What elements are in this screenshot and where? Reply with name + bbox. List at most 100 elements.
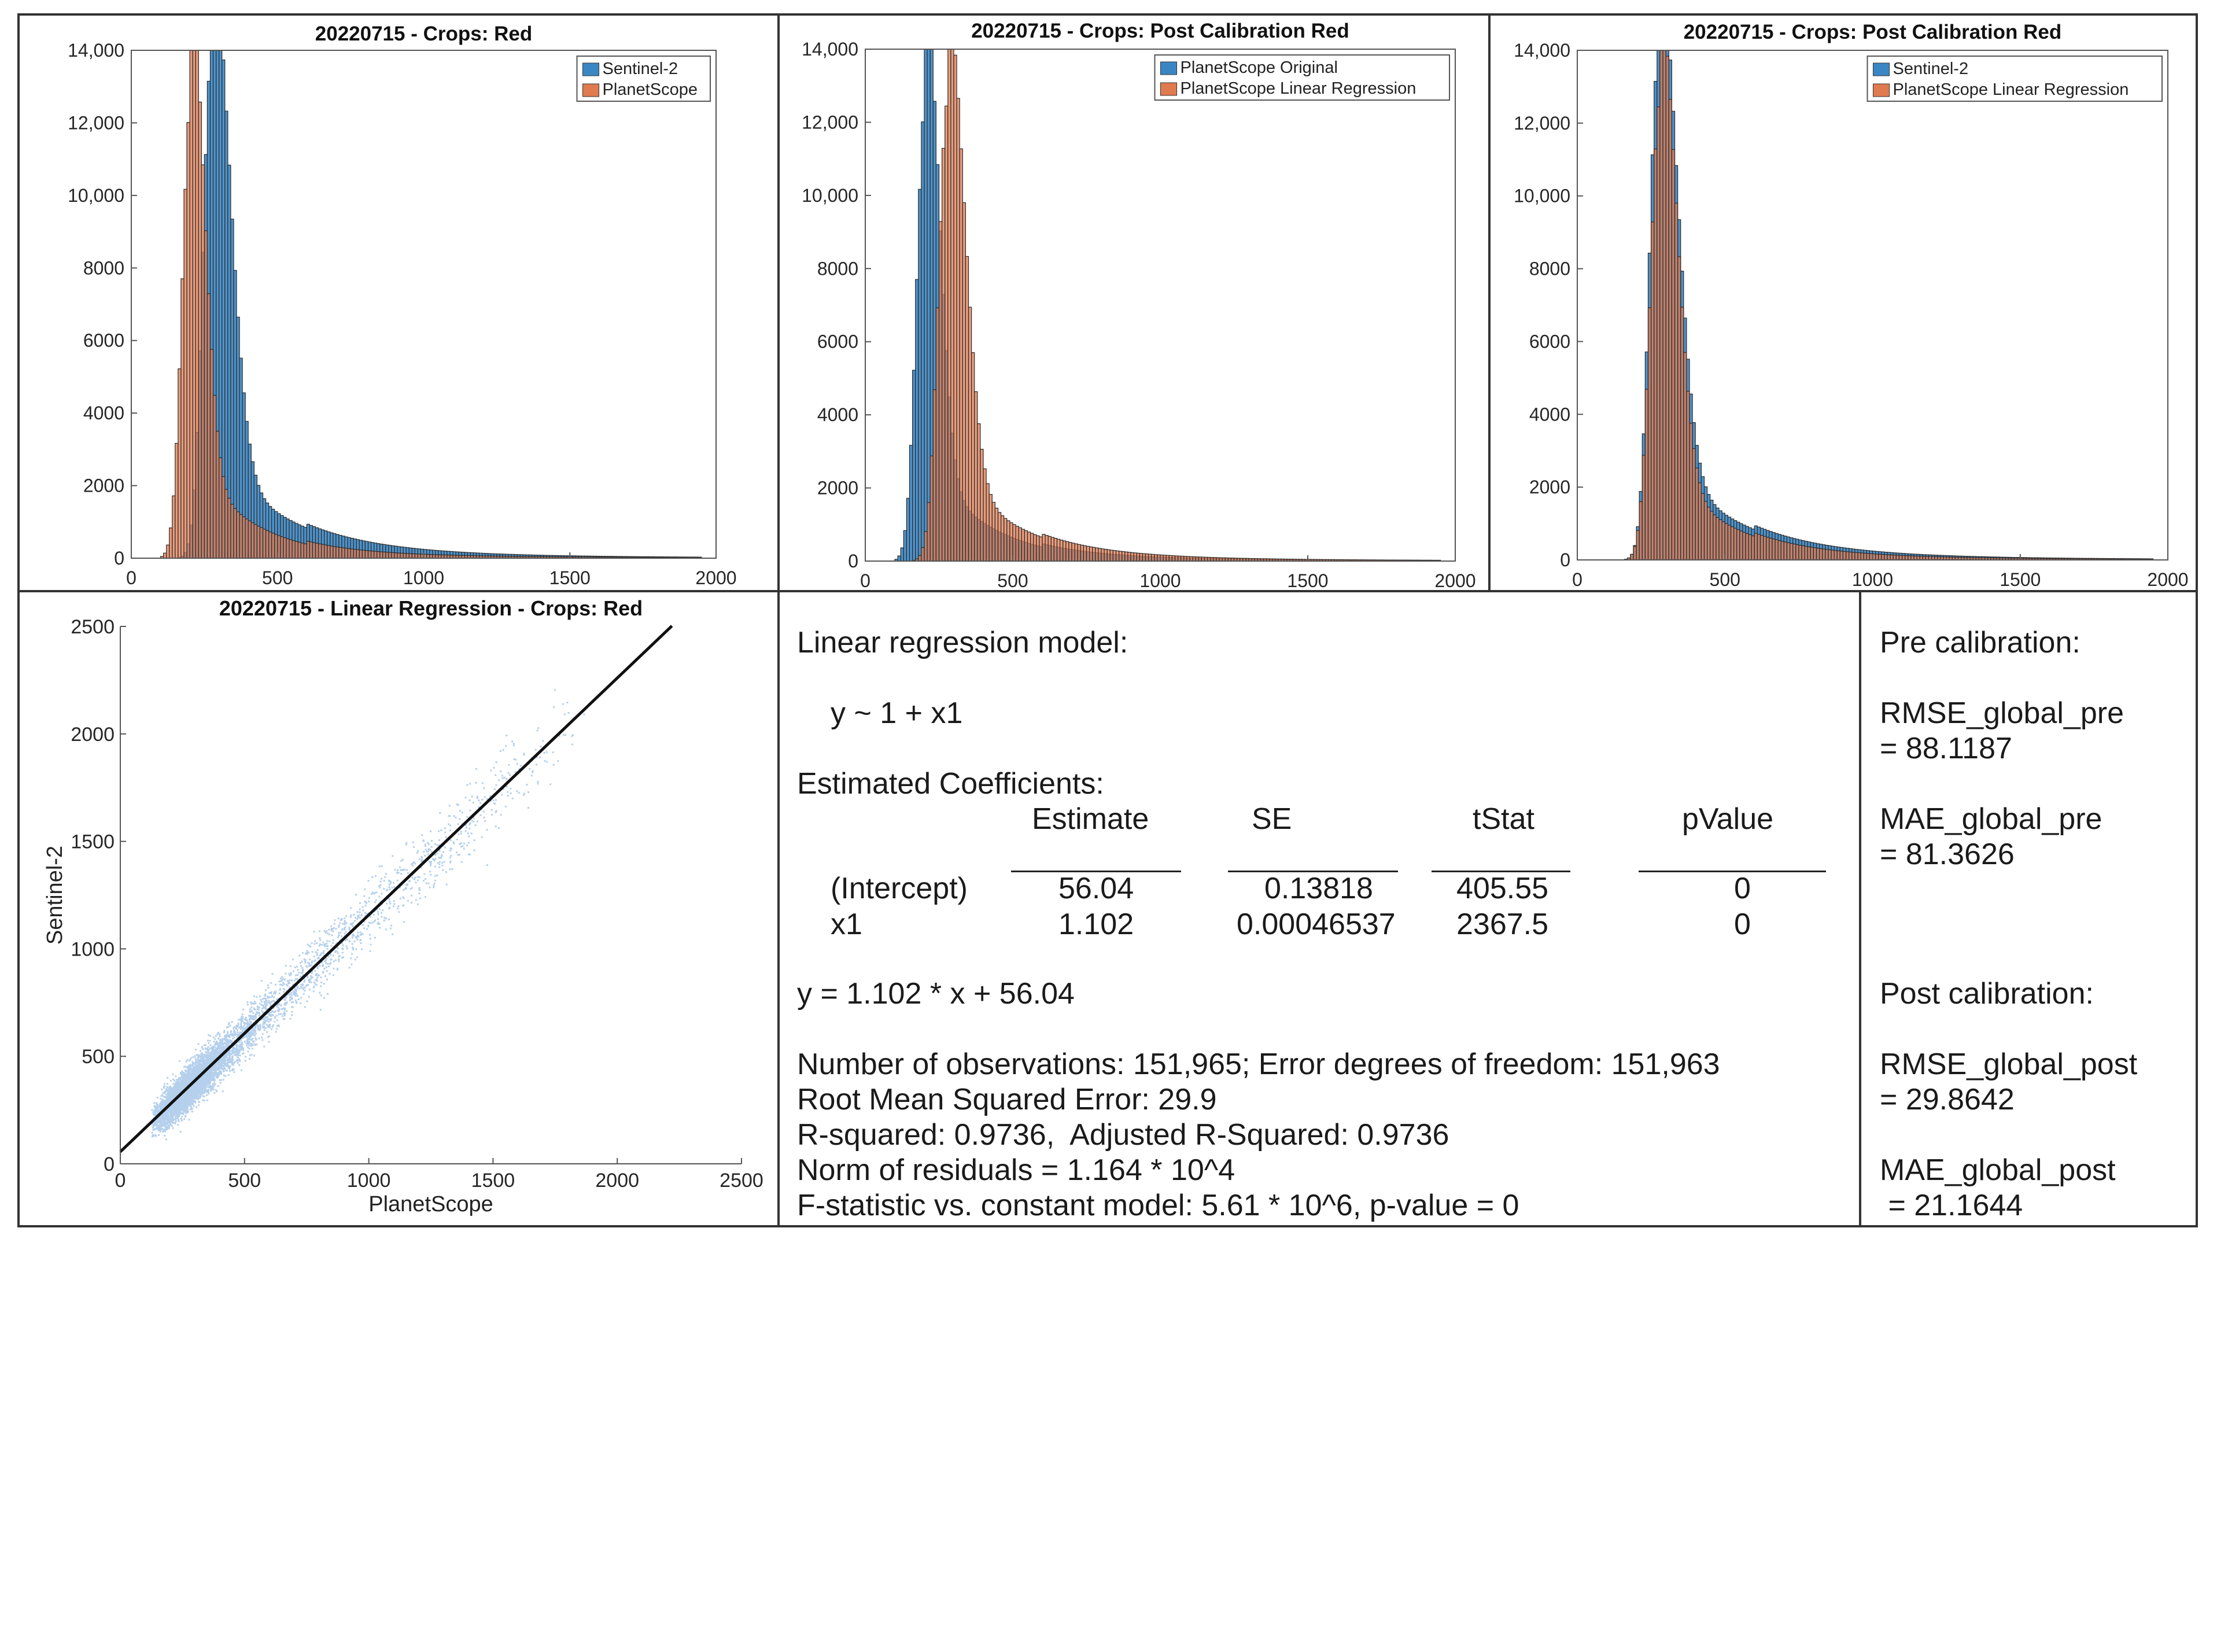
histogram-bar <box>268 531 272 559</box>
row-intercept-tstat: 405.55 <box>1456 872 1549 905</box>
histogram-bar <box>1881 554 1885 560</box>
histogram-bar <box>1863 552 1867 560</box>
col-underline-tstat <box>1432 871 1570 872</box>
histogram-bar <box>1186 556 1190 562</box>
x-tick-label: 2000 <box>1434 570 1475 591</box>
histogram-bar <box>373 551 378 559</box>
y-tick-label: 2000 <box>817 478 858 499</box>
histogram-bar <box>180 278 185 559</box>
histogram-bar <box>1015 526 1019 562</box>
x-tick-label: 0 <box>860 570 870 591</box>
histogram-bar <box>379 551 383 559</box>
histogram-bar <box>1893 554 1897 560</box>
histogram-bar <box>370 551 375 559</box>
chart-title: 20220715 - Crops: Post Calibration Red <box>971 20 1349 42</box>
y-tick-label: 4000 <box>83 403 124 423</box>
histogram-bar <box>280 536 284 559</box>
row-x1-tstat: 2367.5 <box>1456 908 1549 941</box>
histogram-bar <box>968 307 972 562</box>
histogram-bar <box>1109 550 1114 562</box>
y-tick-label: 6000 <box>1529 331 1570 352</box>
legend-label: PlanetScope Linear Regression <box>1893 80 2129 99</box>
histogram-bar <box>239 514 243 559</box>
col-header-estimate: Estimate <box>1032 802 1149 836</box>
histogram-bar <box>1780 541 1784 560</box>
x-tick-label: 1500 <box>549 567 591 588</box>
histogram-bar <box>1068 542 1072 562</box>
histogram-bar <box>1163 555 1167 562</box>
histogram-bar <box>382 551 386 559</box>
y-tick-label: 14,000 <box>68 40 124 61</box>
histogram-bar <box>1063 540 1067 562</box>
histogram-bar <box>1680 307 1684 560</box>
histogram-bar <box>1042 534 1046 562</box>
summary-observations: Number of observations: 151,965; Error d… <box>797 1048 1720 1081</box>
histogram-bar <box>1695 467 1699 560</box>
histogram-bar <box>921 121 925 562</box>
figure: 0 500 1000 1500 2000 0 2000 4000 6000 8000 10,000 1… <box>17 13 2198 1227</box>
histogram-bar <box>286 538 290 559</box>
histogram-bar <box>1168 555 1173 562</box>
legend-label: PlanetScope Linear Regression <box>1181 79 1416 98</box>
histogram-bar <box>335 546 340 559</box>
histogram-bar <box>986 483 990 562</box>
histogram-bar <box>1777 540 1781 560</box>
histogram-bar <box>300 543 304 559</box>
histogram-bar <box>897 555 901 562</box>
panel-frame <box>17 13 2198 1227</box>
histogram-bar <box>980 448 984 562</box>
histogram-bar <box>965 256 969 562</box>
histogram-pre-calibration: 0 500 1000 1500 2000 0 2000 4000 6000 8000 10,000 1… <box>68 23 736 588</box>
histogram-bar <box>1908 555 1912 560</box>
legend-label: Sentinel-2 <box>603 60 678 78</box>
histogram-bar <box>1790 543 1794 560</box>
histogram-bar <box>1151 554 1155 562</box>
y-tick-label: 6000 <box>817 331 858 352</box>
histogram-bar <box>903 530 908 562</box>
post-calibration-title: Post calibration: <box>1880 977 2094 1011</box>
histogram-bar <box>219 457 223 559</box>
histogram-bar <box>1831 550 1835 560</box>
x-tick-label: 1000 <box>347 1170 391 1192</box>
histogram-bar <box>347 548 351 559</box>
histogram-bar <box>1851 552 1856 560</box>
histogram-bar <box>250 522 254 559</box>
y-tick-label: 4000 <box>817 404 858 425</box>
histogram-bar <box>945 105 949 562</box>
histogram-bar <box>248 520 252 559</box>
histogram-bar <box>1759 534 1764 560</box>
histogram-bar <box>953 54 957 562</box>
histogram-bar <box>1766 537 1770 560</box>
histogram-bar <box>283 537 287 559</box>
histogram-bar <box>1727 525 1732 560</box>
x-tick-label: 1500 <box>2000 569 2041 590</box>
model-summary: Linear regression model: y ~ 1 + x1 Esti… <box>797 628 1850 1223</box>
histogram-bar <box>1639 501 1643 560</box>
histogram-bar <box>906 497 910 562</box>
y-tick-label: 8000 <box>817 258 858 279</box>
histogram-bar <box>403 552 407 559</box>
histogram-bar <box>201 164 205 559</box>
histogram-bar <box>1854 552 1858 560</box>
histogram-bar <box>988 494 993 562</box>
histogram-bar <box>1798 544 1802 560</box>
histogram-bar <box>1659 50 1663 560</box>
histogram-bar <box>1181 555 1185 562</box>
histogram-bar <box>1177 555 1182 562</box>
histogram-bar <box>175 443 179 559</box>
histogram-bar <box>265 530 270 559</box>
histogram-bar <box>408 553 412 559</box>
histogram-bar <box>1080 544 1084 562</box>
x-tick-label: 2000 <box>595 1170 639 1192</box>
legend-box <box>1866 56 2163 102</box>
histogram-bar <box>977 423 981 562</box>
regression-fit-line <box>119 625 673 1153</box>
histogram-bar <box>1718 519 1722 560</box>
summary-fstatistic: F-statistic vs. constant model: 5.61 * 1… <box>797 1189 1519 1222</box>
row-intercept-estimate: 56.04 <box>1058 872 1134 905</box>
histogram-bar <box>1027 532 1031 562</box>
histogram-bar <box>1677 256 1681 560</box>
histogram-bar <box>1866 553 1871 560</box>
histogram-bar <box>1106 549 1111 562</box>
histogram-bar <box>1092 547 1096 562</box>
